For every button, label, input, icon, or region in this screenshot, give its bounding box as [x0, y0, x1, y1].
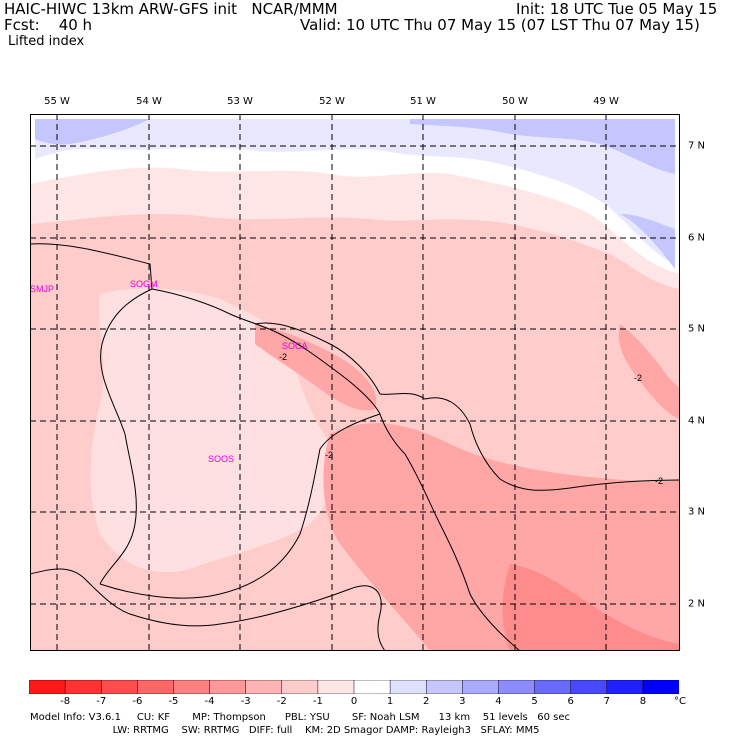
colorbar-level: 2	[423, 696, 430, 707]
colorbar-level: -4	[204, 696, 215, 707]
coastline-oyapock	[254, 322, 471, 425]
init-time: Init: 18 UTC Tue 05 May 15	[516, 0, 718, 18]
colorbar-level: -8	[60, 696, 71, 707]
lon-label: 52 W	[319, 96, 345, 107]
forecast-hour: Fcst: 40 h	[4, 16, 93, 34]
border-amapa	[379, 413, 521, 651]
colorbar-level: 5	[531, 696, 538, 707]
colorbar	[29, 680, 679, 694]
field-positive-2	[410, 119, 675, 174]
field-minus2-coast	[255, 324, 377, 411]
colorbar-swatch	[353, 680, 391, 694]
border-south	[99, 413, 381, 599]
colorbar-swatch	[570, 680, 608, 694]
lon-label: 53 W	[227, 96, 253, 107]
lat-label: 6 N	[688, 232, 706, 244]
field-minus3-region	[502, 564, 680, 651]
colorbar-swatch	[29, 680, 66, 694]
contour-label: -2	[655, 476, 663, 486]
colorbar-swatch	[642, 680, 679, 694]
colorbar-swatch	[389, 680, 427, 694]
station-label: SOCA	[282, 341, 308, 351]
colorbar-swatch	[281, 680, 319, 694]
colorbar-swatch	[64, 680, 102, 694]
field-minus2-east	[618, 324, 680, 419]
colorbar-level: 8	[639, 696, 647, 707]
colorbar-level: -2	[276, 696, 287, 707]
valid-time: Valid: 10 UTC Thu 07 May 15 (07 LST Thu …	[300, 16, 700, 34]
lon-label: 49 W	[593, 96, 619, 107]
station-label: SOOS	[208, 454, 234, 464]
header-title: HAIC-HIWC 13km ARW-GFS init NCAR/MMM	[4, 0, 338, 18]
map-frame	[30, 114, 680, 651]
colorbar-level: 4	[495, 696, 502, 707]
lon-label: 55 W	[44, 96, 70, 107]
field-name: Lifted index	[8, 34, 85, 49]
contour-label: -2	[325, 450, 333, 460]
model-info-line1: Model Info: V3.6.1 CU: KF MP: Thompson P…	[30, 712, 570, 723]
contour-minus2	[469, 423, 680, 491]
colorbar-swatch	[245, 680, 283, 694]
colorbar-level: 1	[386, 696, 394, 707]
station-label: SMJP	[30, 284, 54, 294]
station-label: SOGM	[130, 279, 158, 289]
colorbar-swatch	[462, 680, 500, 694]
colorbar-swatch	[606, 680, 644, 694]
colorbar-swatch	[498, 680, 536, 694]
lifted-index-map: SMJP SOGM SOCA SOOS -2 -2 -2 -2	[30, 114, 680, 651]
model-info-line2: LW: RRTMG SW: RRTMG DIFF: full KM: 2D Sm…	[30, 725, 540, 736]
colorbar-level: -3	[240, 696, 251, 707]
graticule	[30, 114, 680, 651]
colorbar-unit: °C	[674, 696, 686, 707]
border-brazil	[30, 568, 386, 651]
lat-label: 7 N	[688, 140, 706, 152]
border-suriname-guyana	[30, 243, 153, 585]
colorbar-level: 7	[603, 696, 610, 707]
field-minus2-region	[323, 423, 680, 651]
colorbar-level: -5	[168, 696, 179, 707]
colorbar-level: -7	[96, 696, 107, 707]
lat-label: 2 N	[688, 598, 706, 610]
lat-label: 5 N	[688, 323, 706, 335]
colorbar-level: 0	[350, 696, 358, 707]
lon-label: 54 W	[136, 96, 162, 107]
colorbar-level: -1	[312, 696, 323, 707]
colorbar-level: -6	[132, 696, 143, 707]
colorbar-level: 6	[567, 696, 574, 707]
field-positive-4	[35, 119, 150, 145]
lon-label: 51 W	[410, 96, 436, 107]
colorbar-level: 3	[459, 696, 466, 707]
colorbar-swatch	[317, 680, 355, 694]
colorbar-swatch	[137, 680, 175, 694]
colorbar-swatch	[534, 680, 572, 694]
colorbar-swatch	[173, 680, 211, 694]
coastline-north	[151, 288, 381, 415]
lon-label: 50 W	[502, 96, 528, 107]
colorbar-swatch	[425, 680, 464, 694]
field-positive-3	[620, 214, 675, 269]
colorbar-swatch	[100, 680, 139, 694]
lat-label: 3 N	[688, 506, 706, 518]
lat-label: 4 N	[688, 415, 706, 427]
field-interior-low	[90, 288, 334, 573]
contour-label: -2	[279, 352, 287, 362]
colorbar-swatch	[209, 680, 247, 694]
contour-label: -2	[634, 373, 642, 383]
